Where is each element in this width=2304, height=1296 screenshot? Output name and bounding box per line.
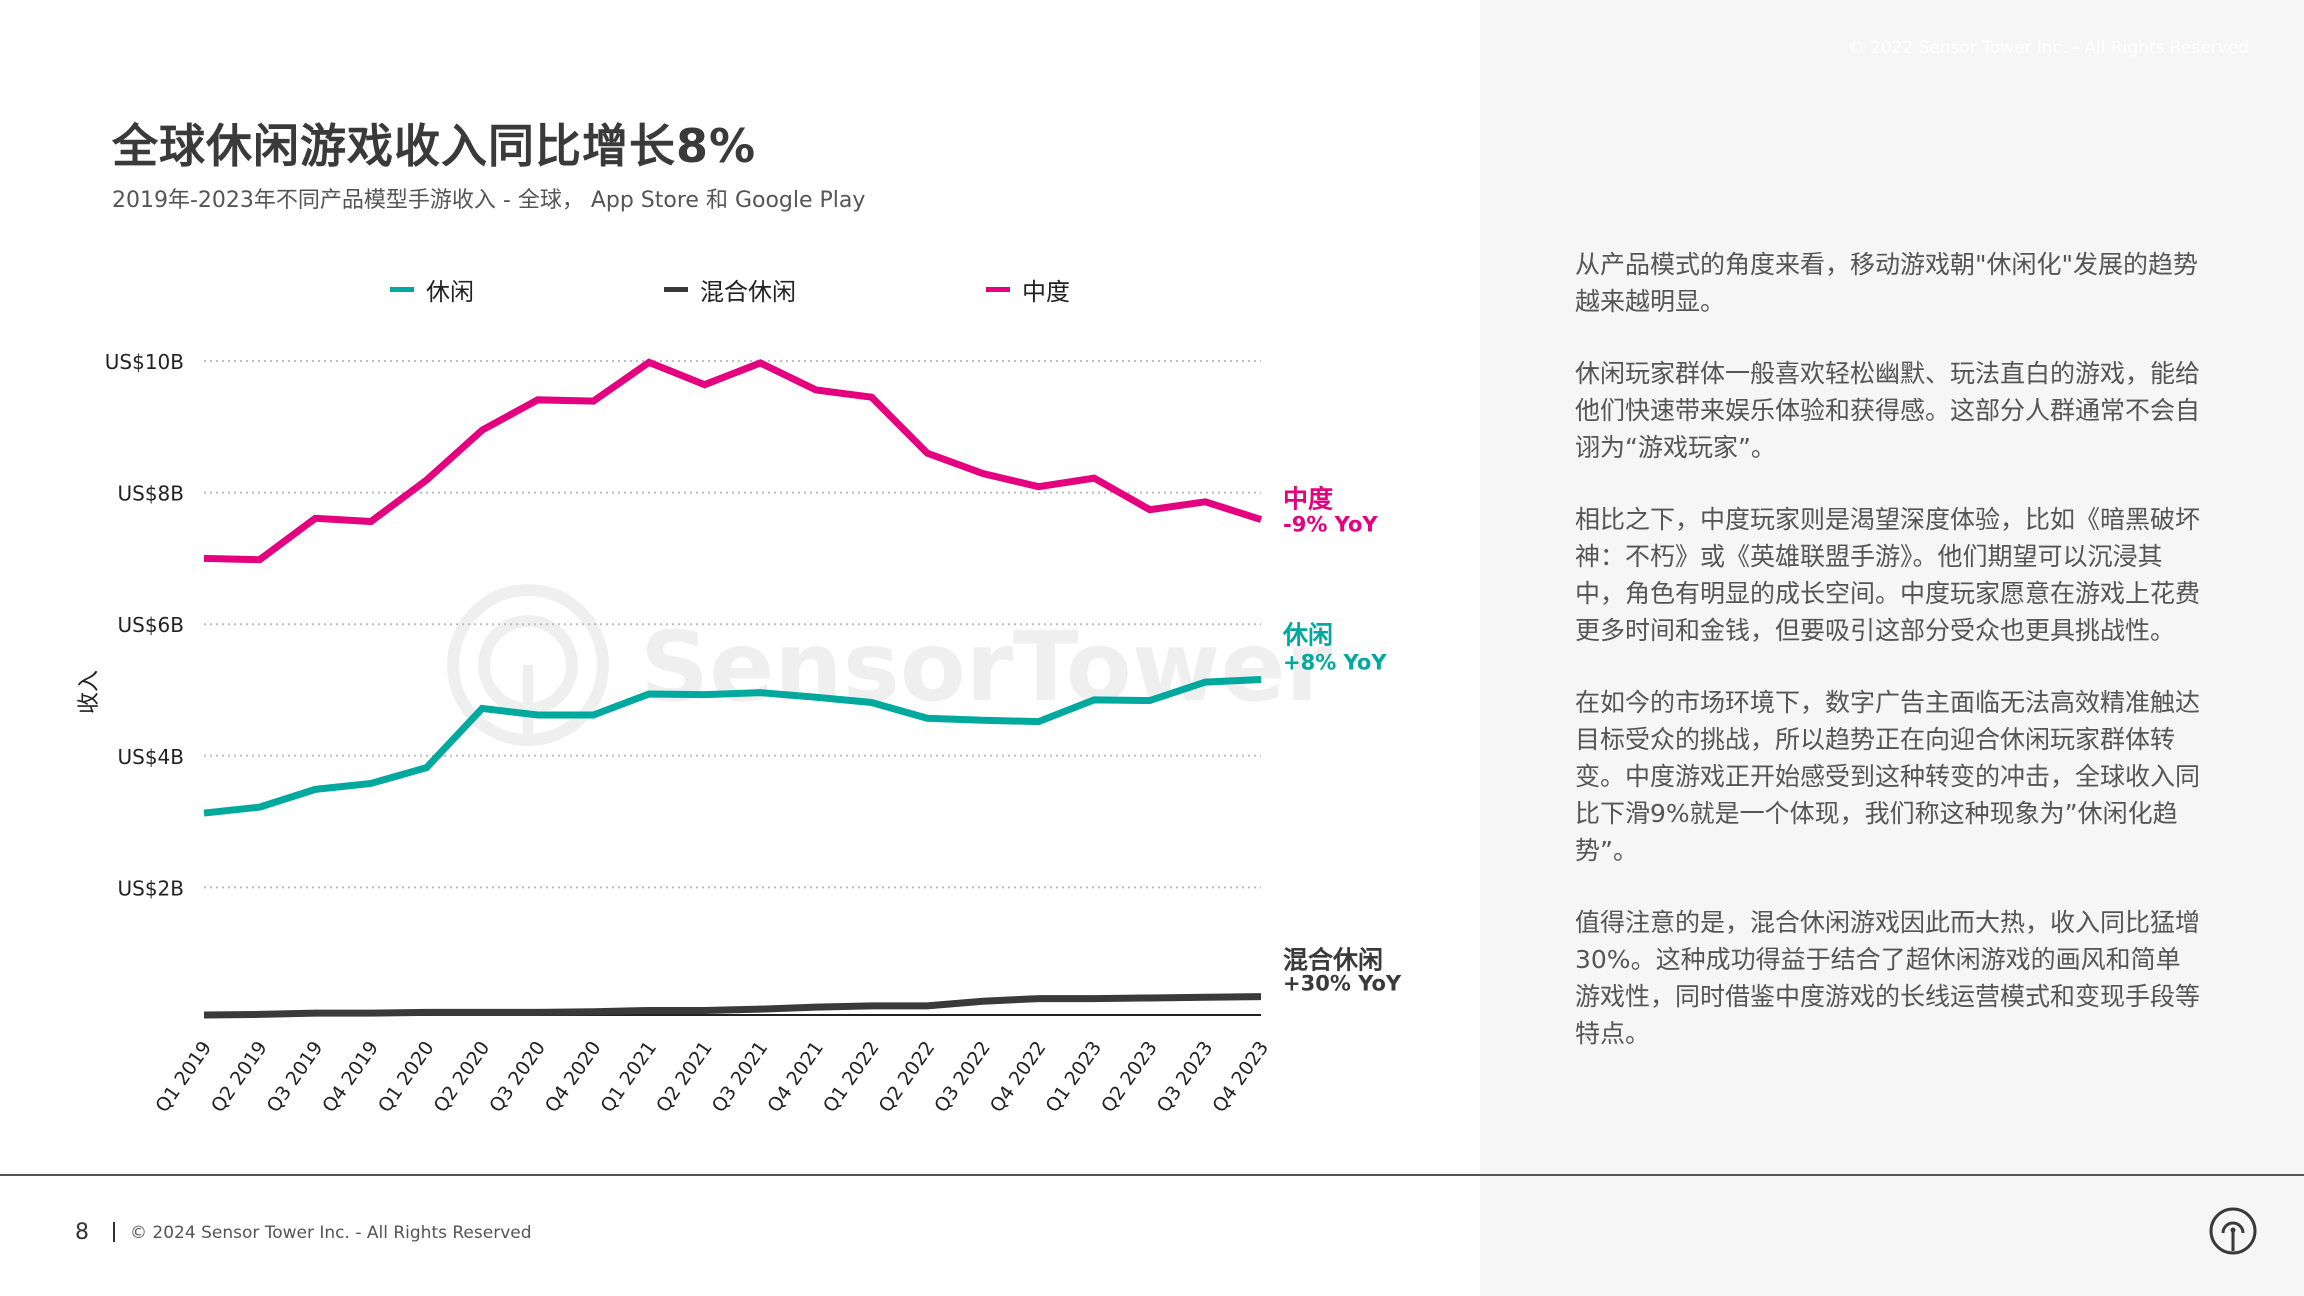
legend-item-midcore: 中度 [986,272,1070,307]
legend-item-casual: 休闲 [390,272,474,307]
legend-swatch-hybrid [664,287,688,292]
watermark-text: SensorTower [640,611,1334,723]
watermark-logo-icon [447,584,609,746]
page-title: 全球休闲游戏收入同比增长8% [112,119,757,173]
x-tick-label: Q4 2023 [1208,1037,1273,1116]
footer-divider [0,1174,2304,1176]
end-label-hybrid: 混合休闲 [1283,946,1383,975]
sensor-tower-logo-icon [2209,1207,2257,1255]
top-copyright: © 2022 Sensor Tower Inc. - All Rights Re… [1847,38,2249,58]
end-label-casual: 休闲 [1282,620,1333,649]
end-yoy-casual: +8% YoY [1283,650,1387,674]
series-line-midcore [203,358,1263,564]
legend-label-midcore: 中度 [1022,278,1070,306]
legend-swatch-casual [390,287,414,292]
paragraph: 值得注意的是，混合休闲游戏因此而大热，收入同比猛增30%。这种成功得益于结合了超… [1575,908,2201,1048]
paragraph: 在如今的市场环境下，数字广告主面临无法高效精准触达目标受众的挑战，所以趋势正在向… [1575,688,2201,865]
footer-separator [113,1222,115,1242]
revenue-line-chart: SensorTower US$2B US$4B US$6B US$8B US$10B Q… [77,350,1402,1117]
legend-item-hybrid: 混合休闲 [664,272,796,307]
y-tick-label: US$10B [105,350,184,374]
series-line-casual [203,675,1262,817]
footer-copyright: © 2024 Sensor Tower Inc. - All Rights Re… [130,1223,532,1243]
commentary-panel [1480,0,2304,1296]
y-tick-label: US$2B [117,876,184,900]
page-number: 8 [75,1220,89,1245]
paragraph: 休闲玩家群体一般喜欢轻松幽默、玩法直白的游戏，能给他们快速带来娱乐体验和获得感。… [1575,359,2201,462]
y-tick-label: US$4B [117,745,184,769]
commentary-text: 从产品模式的角度来看，移动游戏朝"休闲化"发展的趋势越来越明显。 休闲玩家群体一… [1575,246,2205,1087]
paragraph: 相比之下，中度玩家则是渴望深度体验，比如《暗黑破坏神：不朽》或《英雄联盟手游》。… [1575,505,2201,645]
sensor-tower-watermark: SensorTower [447,584,1334,746]
y-axis-label: 收入 [77,670,102,714]
legend-swatch-midcore [986,287,1010,292]
end-yoy-hybrid: +30% YoY [1283,972,1402,996]
paragraph: 从产品模式的角度来看，移动游戏朝"休闲化"发展的趋势越来越明显。 [1575,250,2199,316]
end-yoy-midcore: -9% YoY [1283,513,1378,537]
y-tick-label: US$8B [117,482,184,506]
y-tick-label: US$6B [117,613,184,637]
series-line-hybrid [203,993,1262,1019]
legend-label-casual: 休闲 [426,278,474,306]
legend-label-hybrid: 混合休闲 [700,278,796,306]
chart-subtitle: 2019年-2023年不同产品模型手游收入 - 全球， App Store 和 … [112,188,866,213]
end-label-midcore: 中度 [1283,485,1333,514]
